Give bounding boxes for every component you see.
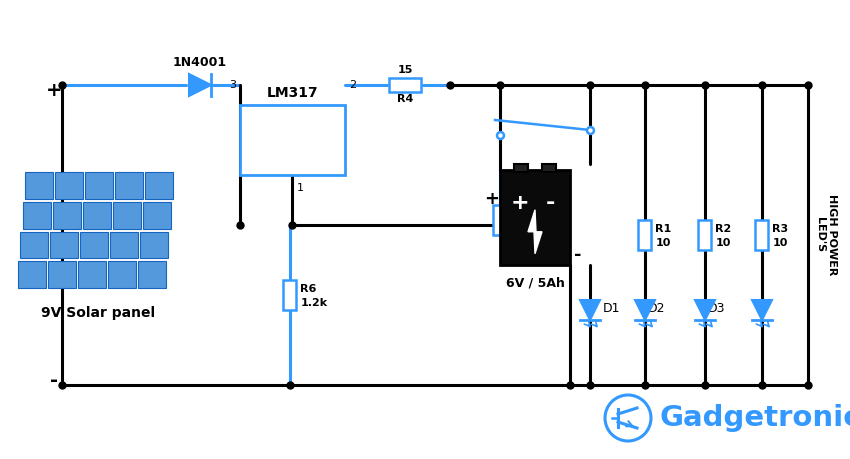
Bar — [389, 78, 421, 92]
Bar — [53, 202, 81, 229]
Text: D1: D1 — [603, 302, 620, 314]
Bar — [638, 220, 651, 250]
Text: VI: VI — [250, 125, 264, 139]
Text: 1.2k: 1.2k — [301, 298, 327, 308]
Text: ADJ: ADJ — [280, 144, 305, 157]
Text: 3: 3 — [229, 80, 236, 90]
Text: 9V Solar panel: 9V Solar panel — [41, 306, 155, 320]
Polygon shape — [635, 300, 655, 320]
Text: HIGH POWER
LED'S: HIGH POWER LED'S — [815, 194, 837, 276]
Bar — [18, 261, 46, 288]
Text: R6: R6 — [301, 284, 317, 294]
Polygon shape — [752, 300, 772, 320]
Polygon shape — [580, 300, 600, 320]
Text: R2: R2 — [716, 224, 732, 234]
Text: 15: 15 — [397, 65, 413, 75]
Polygon shape — [695, 300, 715, 320]
Text: 240: 240 — [511, 223, 534, 233]
Bar — [26, 172, 54, 199]
Text: 10: 10 — [655, 238, 671, 248]
Text: D3: D3 — [708, 302, 726, 314]
Text: R5: R5 — [511, 209, 527, 219]
Bar — [756, 220, 768, 250]
Bar — [284, 280, 297, 310]
Bar — [20, 231, 48, 258]
Bar — [500, 170, 570, 265]
Text: 1N4001: 1N4001 — [173, 56, 227, 69]
Polygon shape — [189, 74, 211, 96]
Bar — [55, 172, 83, 199]
Bar — [86, 172, 114, 199]
Text: -: - — [575, 246, 581, 264]
Bar — [240, 105, 345, 175]
Text: R1: R1 — [655, 224, 672, 234]
Text: Gadgetronicx: Gadgetronicx — [660, 404, 850, 432]
Text: R4: R4 — [397, 94, 413, 104]
Bar — [699, 220, 711, 250]
Circle shape — [605, 395, 651, 441]
Text: +: + — [484, 190, 500, 207]
Bar — [83, 202, 111, 229]
Bar — [108, 261, 136, 288]
Text: R3: R3 — [773, 224, 789, 234]
Text: 2: 2 — [349, 80, 356, 90]
Text: 10: 10 — [773, 238, 788, 248]
Bar — [110, 231, 139, 258]
Text: D2: D2 — [648, 302, 666, 314]
Bar — [514, 164, 528, 172]
Bar — [542, 164, 556, 172]
Text: LM317: LM317 — [267, 86, 318, 100]
Bar — [143, 202, 171, 229]
Bar — [50, 231, 78, 258]
Text: +: + — [510, 193, 529, 213]
Bar — [23, 202, 51, 229]
Bar — [140, 231, 168, 258]
Bar — [78, 261, 106, 288]
Text: +: + — [46, 80, 62, 100]
Text: -: - — [546, 193, 555, 213]
Text: -: - — [50, 370, 58, 390]
Bar — [48, 261, 76, 288]
Bar — [145, 172, 173, 199]
Bar — [113, 202, 141, 229]
Bar — [116, 172, 144, 199]
Text: 1: 1 — [297, 183, 303, 193]
Text: VO: VO — [315, 125, 335, 139]
Bar — [138, 261, 166, 288]
Bar — [81, 231, 109, 258]
Text: 6V / 5Ah: 6V / 5Ah — [506, 277, 564, 290]
Bar — [494, 205, 507, 235]
Polygon shape — [528, 210, 542, 254]
Text: 10: 10 — [716, 238, 731, 248]
